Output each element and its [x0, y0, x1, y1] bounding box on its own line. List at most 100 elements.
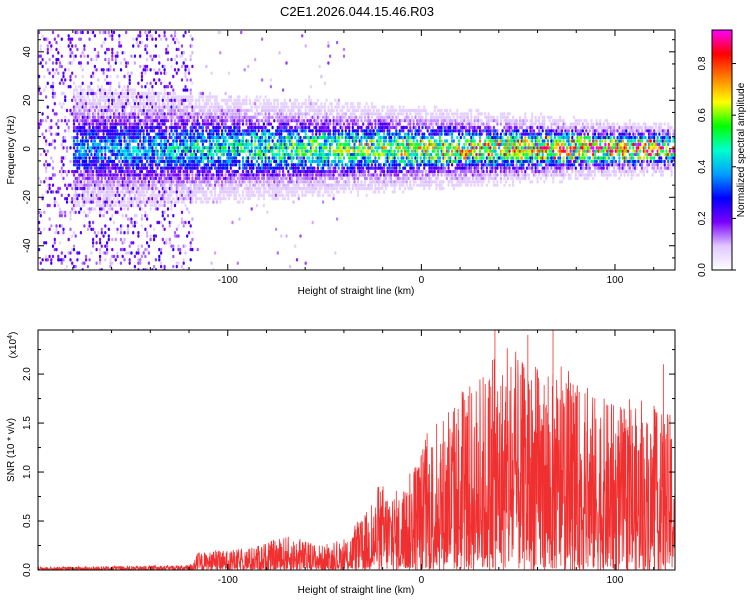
spectrogram-cell [62, 81, 65, 85]
spectrogram-cell [125, 152, 128, 157]
spectrogram-cell [41, 112, 44, 116]
spectrogram-cell [99, 180, 102, 184]
spectrogram-cell [72, 159, 76, 164]
spectrogram-cell [62, 227, 65, 231]
spectrogram-cell [144, 139, 147, 143]
spectrogram-cell [50, 47, 53, 52]
spectrogram-cell [93, 129, 96, 133]
spectrogram-cell [99, 197, 102, 201]
spectrogram-cell [154, 207, 157, 211]
spectrogram-cell [109, 132, 112, 136]
spectrogram-cell [207, 102, 210, 106]
spectrogram-cell [78, 183, 81, 187]
spectrogram-cell [97, 200, 100, 204]
spectrogram-cell [226, 102, 229, 106]
spectrogram-cell [160, 71, 163, 75]
spectrogram-cell [118, 122, 121, 126]
spectrogram-cell [137, 231, 140, 235]
spectrogram-cell [109, 81, 112, 85]
spectrogram-cell [173, 149, 177, 153]
spectrogram-cell [142, 173, 145, 177]
spectrogram-cell [50, 224, 53, 228]
spectrogram-cell [92, 115, 95, 119]
spectrogram-cell [43, 163, 46, 167]
spectrogram-cell [191, 129, 194, 133]
spectrogram-cell [55, 247, 58, 252]
spectrogram-cell [109, 108, 112, 113]
spectrogram-cell [99, 200, 102, 204]
spectrogram-cell [210, 142, 213, 147]
spectrogram-cell [107, 227, 110, 231]
spectrogram-cell [135, 173, 138, 177]
spectrogram-cell [53, 146, 56, 150]
spectrogram-cell [207, 186, 210, 191]
spectrogram-cell [285, 112, 288, 116]
spectrogram-cell [130, 139, 133, 143]
spectrogram-cell [196, 247, 199, 252]
spectrogram-cell [203, 108, 206, 113]
spectrogram-cell [99, 258, 102, 262]
spectrogram-cell [45, 95, 48, 99]
spectrogram-cell [102, 156, 105, 160]
spectrogram-cell [139, 197, 142, 201]
spectrogram-cell [88, 91, 91, 96]
spectrogram-cell [144, 64, 147, 69]
spectrogram-cell [146, 163, 149, 167]
spectrogram-cell [257, 176, 260, 181]
spectrogram-cell [121, 169, 124, 174]
spectrogram-cell [46, 163, 49, 167]
spectrogram-cell [175, 129, 178, 133]
spectrogram-cell [154, 30, 157, 35]
spectrogram-cell [95, 156, 98, 160]
spectrogram-cell [139, 207, 142, 211]
spectrogram-cell [282, 193, 285, 197]
spectrogram-cell [153, 68, 156, 72]
spectrogram-cell [100, 190, 103, 194]
spectrogram-cell [81, 203, 84, 208]
spectrogram-cell [95, 129, 98, 133]
spectrogram-cell [93, 186, 96, 191]
spectrogram-cell [142, 163, 145, 167]
spectrogram-cell [189, 149, 192, 153]
spectrogram-cell [140, 183, 143, 187]
spectrogram-cell [179, 247, 182, 252]
spectrogram-cell [297, 102, 300, 106]
spectrogram-cell [212, 122, 215, 126]
spectrogram-cell [130, 156, 133, 160]
spectrogram-cell [45, 258, 48, 262]
spectrogram-cell [88, 37, 91, 41]
spectrogram-cell [346, 163, 349, 167]
spectrogram-cell [97, 190, 100, 194]
spectrogram-cell [151, 183, 154, 187]
spectrogram-cell [318, 64, 321, 69]
spectrogram-cell [160, 200, 163, 204]
spectrogram-cell [154, 71, 157, 75]
spectrogram-cell [86, 186, 89, 191]
spectrogram-cell [97, 183, 100, 187]
spectrogram-cell [64, 129, 67, 133]
spectrogram-cell [102, 115, 105, 119]
spectrogram-cell [53, 37, 56, 41]
spectrogram-cell [135, 152, 138, 157]
spectrogram-cell [217, 102, 220, 106]
spectrogram-cell [135, 166, 138, 170]
spectrogram-cell [121, 149, 124, 153]
spectrogram-cell [313, 190, 316, 194]
spectrogram-cell [65, 173, 69, 177]
spectrogram-cell [149, 186, 152, 191]
spectrogram-cell [111, 139, 114, 143]
spectrogram-cell [151, 135, 154, 140]
spectrogram-cell [337, 105, 340, 109]
spectrogram-cell [261, 78, 264, 82]
spectrogram-cell [109, 166, 112, 170]
spectrogram-cell [146, 139, 149, 143]
spectrogram-cell [74, 44, 77, 48]
spectrogram-cell [144, 247, 147, 252]
spectrogram-cell [90, 57, 93, 62]
spectrogram-cell [74, 142, 77, 147]
spectrogram-cell [142, 68, 145, 72]
spectrogram-cell [128, 132, 131, 136]
spectrogram-cell [154, 159, 157, 164]
spectrogram-cell [309, 149, 312, 153]
spectrogram-cell [111, 163, 114, 167]
